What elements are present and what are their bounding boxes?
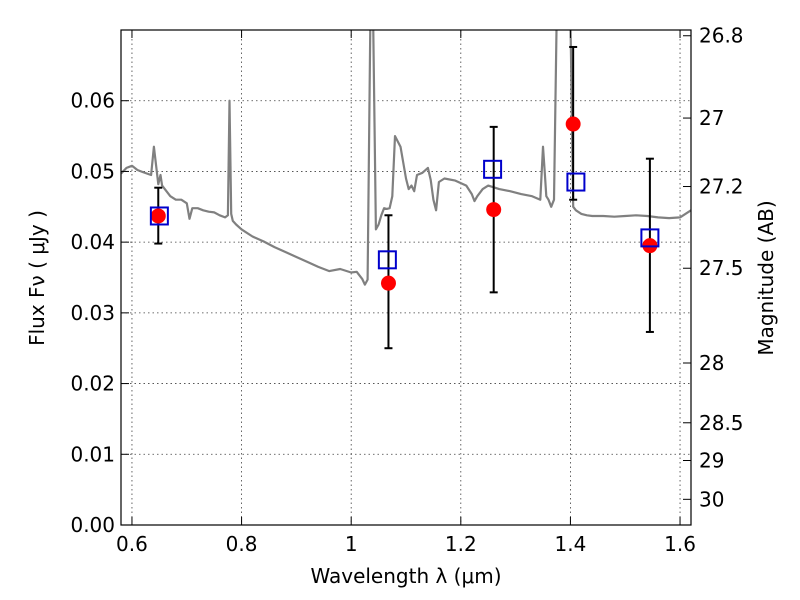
plot-frame xyxy=(120,29,692,526)
x-tick-label: 1.4 xyxy=(555,532,587,556)
y-tick-label: 0.02 xyxy=(70,372,115,396)
y2-tick-label: 30 xyxy=(699,487,724,511)
y2-tick-label: 29 xyxy=(699,449,724,473)
plot-area xyxy=(120,29,692,526)
y2-tick-label: 27.2 xyxy=(699,175,744,199)
y2-tick-label: 26.8 xyxy=(699,24,744,48)
observed-flux-point xyxy=(380,275,396,291)
y-tick-label: 0.01 xyxy=(70,442,115,466)
y2-tick-label: 28 xyxy=(699,351,724,375)
y2-axis-label: Magnitude (AB) xyxy=(754,200,778,355)
y-tick-label: 0.05 xyxy=(70,159,115,183)
y-tick-label: 0.03 xyxy=(70,301,115,325)
model-flux-square xyxy=(483,159,503,179)
model-flux-square xyxy=(377,250,397,270)
axis-ticks: 0.6 0.8 1 1.2 1.4 1.6 0.00 0.01 0.02 0.03 0.04 0.05… xyxy=(70,24,743,556)
model-flux-square xyxy=(149,206,169,226)
y2-tick-label: 28.5 xyxy=(699,411,744,435)
y-axis-label: Flux Fν ( μJy ) xyxy=(25,210,49,346)
y-tick-label: 0.00 xyxy=(70,513,115,537)
y2-tick-label: 27.5 xyxy=(699,256,744,280)
x-tick-label: 1.2 xyxy=(445,532,477,556)
y-tick-label: 0.04 xyxy=(70,230,115,254)
observed-flux-point xyxy=(565,116,581,132)
model-spectrum-line xyxy=(121,30,691,286)
observed-flux-point xyxy=(486,202,502,218)
model-flux-square xyxy=(640,228,660,248)
x-tick-label: 0.8 xyxy=(226,532,258,556)
x-axis-label: Wavelength λ (μm) xyxy=(310,564,501,588)
observed-flux-point xyxy=(150,208,166,224)
plot-background xyxy=(121,30,691,525)
x-tick-label: 1 xyxy=(345,532,358,556)
y2-tick-label: 27 xyxy=(699,106,724,130)
y-tick-label: 0.06 xyxy=(70,89,115,113)
x-tick-label: 0.6 xyxy=(116,532,148,556)
model-flux-square xyxy=(566,172,586,192)
x-tick-label: 1.6 xyxy=(664,532,696,556)
data-layer xyxy=(121,30,691,350)
